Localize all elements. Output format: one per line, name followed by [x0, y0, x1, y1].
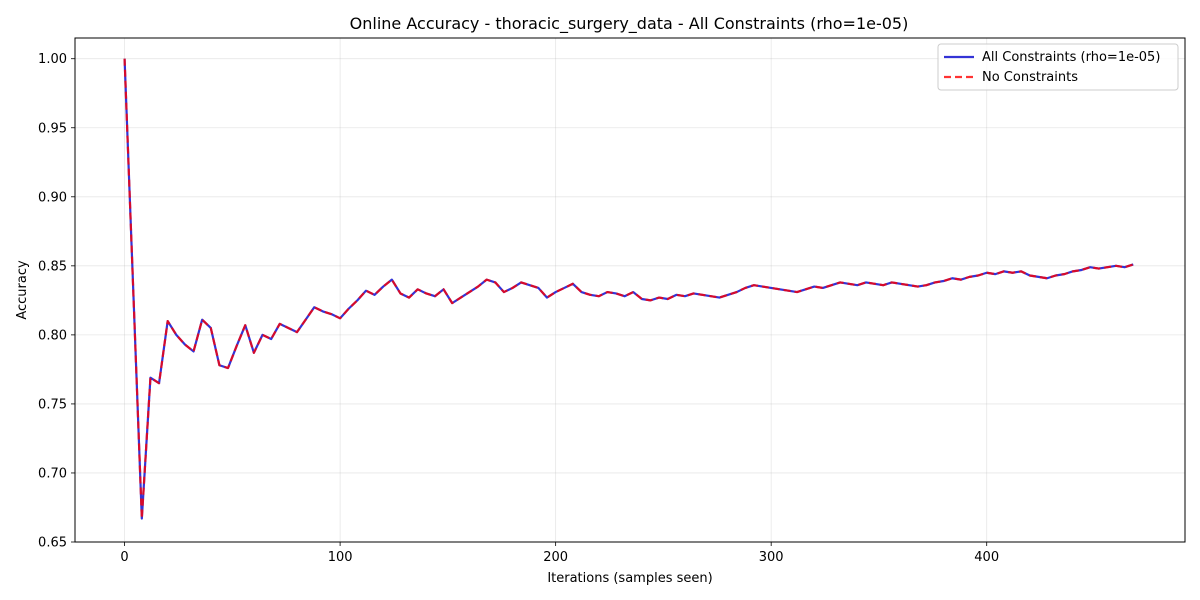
plot-frame — [74, 37, 1186, 543]
series-layer — [123, 58, 1134, 520]
y-tick-label: 0.65 — [38, 536, 67, 551]
legend: All Constraints (rho=1e-05) No Constrain… — [937, 43, 1179, 91]
legend-box — [937, 43, 1179, 91]
y-axis-ticks: 0.65 0.70 0.75 0.80 0.85 0.90 0.95 1.00 — [38, 52, 75, 551]
y-tick-label: 0.80 — [38, 328, 67, 343]
legend-label-all-constraints: All Constraints (rho=1e-05) — [982, 50, 1160, 65]
y-tick-label: 0.90 — [38, 190, 67, 205]
y-tick-label: 0.75 — [38, 397, 67, 412]
y-tick-label: 1.00 — [38, 52, 67, 67]
y-tick-label: 0.95 — [38, 121, 67, 136]
x-tick-label: 400 — [974, 550, 999, 565]
y-tick-label: 0.85 — [38, 259, 67, 274]
y-axis-label: Accuracy — [15, 260, 30, 320]
x-tick-label: 100 — [328, 550, 353, 565]
series-line-no-constraints — [123, 58, 1134, 520]
grid — [75, 38, 1185, 543]
x-axis-ticks: 0 100 200 300 400 — [120, 542, 999, 565]
legend-label-no-constraints: No Constraints — [982, 70, 1078, 85]
x-axis-label: Iterations (samples seen) — [547, 571, 712, 586]
x-tick-label: 200 — [543, 550, 568, 565]
y-tick-label: 0.70 — [38, 466, 67, 481]
x-tick-label: 0 — [120, 550, 128, 565]
x-tick-label: 300 — [759, 550, 784, 565]
chart-title: Online Accuracy - thoracic_surgery_data … — [350, 14, 909, 34]
